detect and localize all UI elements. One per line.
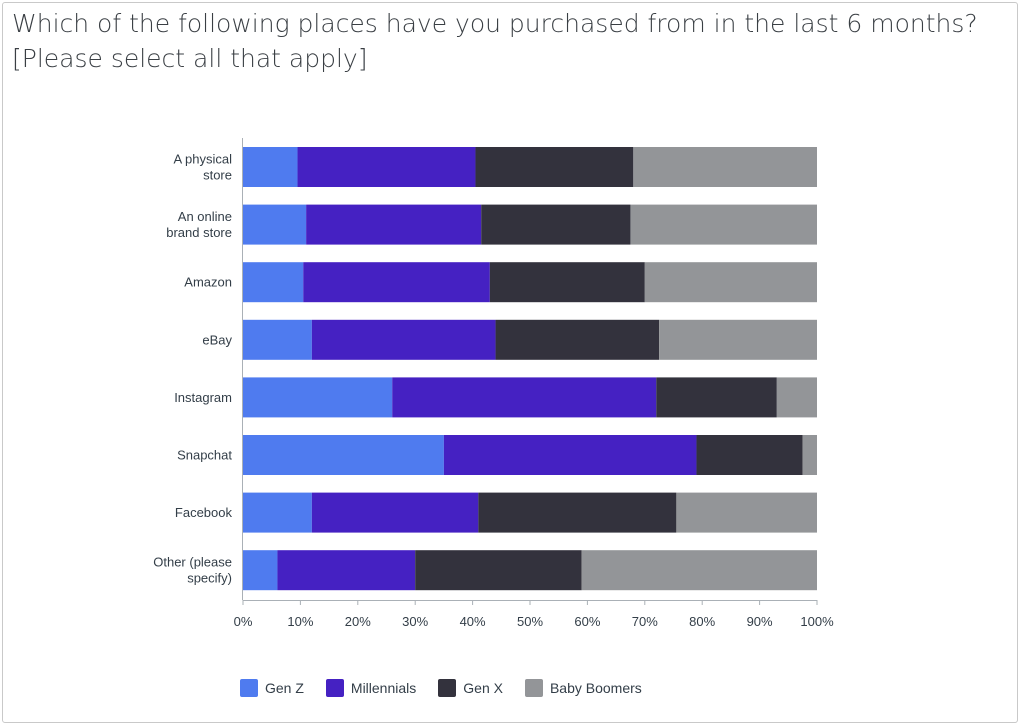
legend-label: Baby Boomers <box>549 680 642 696</box>
x-tick-label: 70% <box>632 614 658 629</box>
x-tick-label: 0% <box>234 614 253 629</box>
bar-segment-gen-z <box>243 204 307 245</box>
bar-segment-gen-z <box>243 492 312 533</box>
bar-segment-baby-boomers <box>644 262 817 303</box>
category-label: An online <box>178 209 232 224</box>
bar-segment-millennials <box>297 147 476 187</box>
legend-swatch <box>325 679 344 697</box>
category-label: Amazon <box>184 275 232 290</box>
bar-segment-gen-x <box>656 377 777 418</box>
bar-segment-baby-boomers <box>776 377 817 418</box>
legend-swatch <box>240 679 258 697</box>
legend-item: Baby Boomers <box>524 679 642 697</box>
category-label: Other (please <box>153 555 232 570</box>
legend-swatch <box>438 679 457 697</box>
legend-item: Gen X <box>438 679 503 697</box>
category-label: eBay <box>202 332 232 347</box>
bar-segment-gen-z <box>243 319 312 360</box>
bar-segment-millennials <box>303 262 490 303</box>
x-tick-label: 40% <box>460 614 486 629</box>
bar-segment-millennials <box>311 319 496 360</box>
bar-segment-baby-boomers <box>802 435 817 475</box>
bar-segment-gen-x <box>478 492 677 533</box>
bar-segment-gen-x <box>481 204 631 245</box>
bar-segment-millennials <box>311 492 479 533</box>
x-tick-label: 80% <box>689 614 715 629</box>
bar-segment-millennials <box>306 204 482 245</box>
question-title: Which of the following places have you p… <box>12 6 1012 76</box>
legend-label: Gen X <box>463 680 503 696</box>
x-tick-label: 100% <box>800 614 834 629</box>
category-label: Instagram <box>174 390 232 405</box>
bar-segment-baby-boomers <box>633 147 817 187</box>
bar-segment-baby-boomers <box>659 319 817 360</box>
legend-label: Gen Z <box>265 680 304 696</box>
bar-segment-gen-z <box>243 550 278 591</box>
legend-item: Gen Z <box>240 679 304 697</box>
x-tick-label: 20% <box>345 614 371 629</box>
bar-segment-gen-x <box>696 435 803 475</box>
bar-segment-baby-boomers <box>581 550 817 591</box>
category-label: brand store <box>166 225 232 240</box>
bar-segment-gen-x <box>475 147 634 187</box>
legend-swatch <box>524 679 543 697</box>
x-tick-label: 30% <box>402 614 428 629</box>
x-tick-label: 10% <box>287 614 313 629</box>
x-tick-label: 60% <box>574 614 600 629</box>
legend-label: Millennials <box>350 680 417 696</box>
category-label: specify) <box>187 571 232 586</box>
x-tick-label: 90% <box>747 614 773 629</box>
category-label: A physical <box>173 152 232 167</box>
bar-segment-gen-x <box>495 319 660 360</box>
stacked-bar-chart: 0% 10% 20% 30% 40% 50% 60% 70% 80% 90% 100% A physi… <box>153 138 834 629</box>
x-tick-label: 50% <box>517 614 543 629</box>
question-title-line-1: Which of the following places have you p… <box>12 9 978 38</box>
bar-segment-gen-z <box>243 147 298 187</box>
bar-segment-baby-boomers <box>630 204 817 245</box>
bar-segment-gen-z <box>243 262 304 303</box>
bar-segment-millennials <box>392 377 657 418</box>
bar-segment-millennials <box>277 550 416 591</box>
bar-segment-gen-z <box>243 435 444 475</box>
chart-legend: Gen Z Millennials Gen X Baby Boomers <box>240 678 664 698</box>
bar-segment-gen-z <box>243 377 393 418</box>
bar-segment-gen-x <box>489 262 645 303</box>
bar-segment-millennials <box>443 435 697 475</box>
category-label: store <box>203 168 232 183</box>
category-label: Snapchat <box>177 448 232 463</box>
legend-item: Millennials <box>325 679 417 697</box>
category-label: Facebook <box>175 505 233 520</box>
bar-segment-baby-boomers <box>676 492 817 533</box>
question-title-line-2: [Please select all that apply] <box>12 44 368 73</box>
bar-segment-gen-x <box>415 550 582 591</box>
